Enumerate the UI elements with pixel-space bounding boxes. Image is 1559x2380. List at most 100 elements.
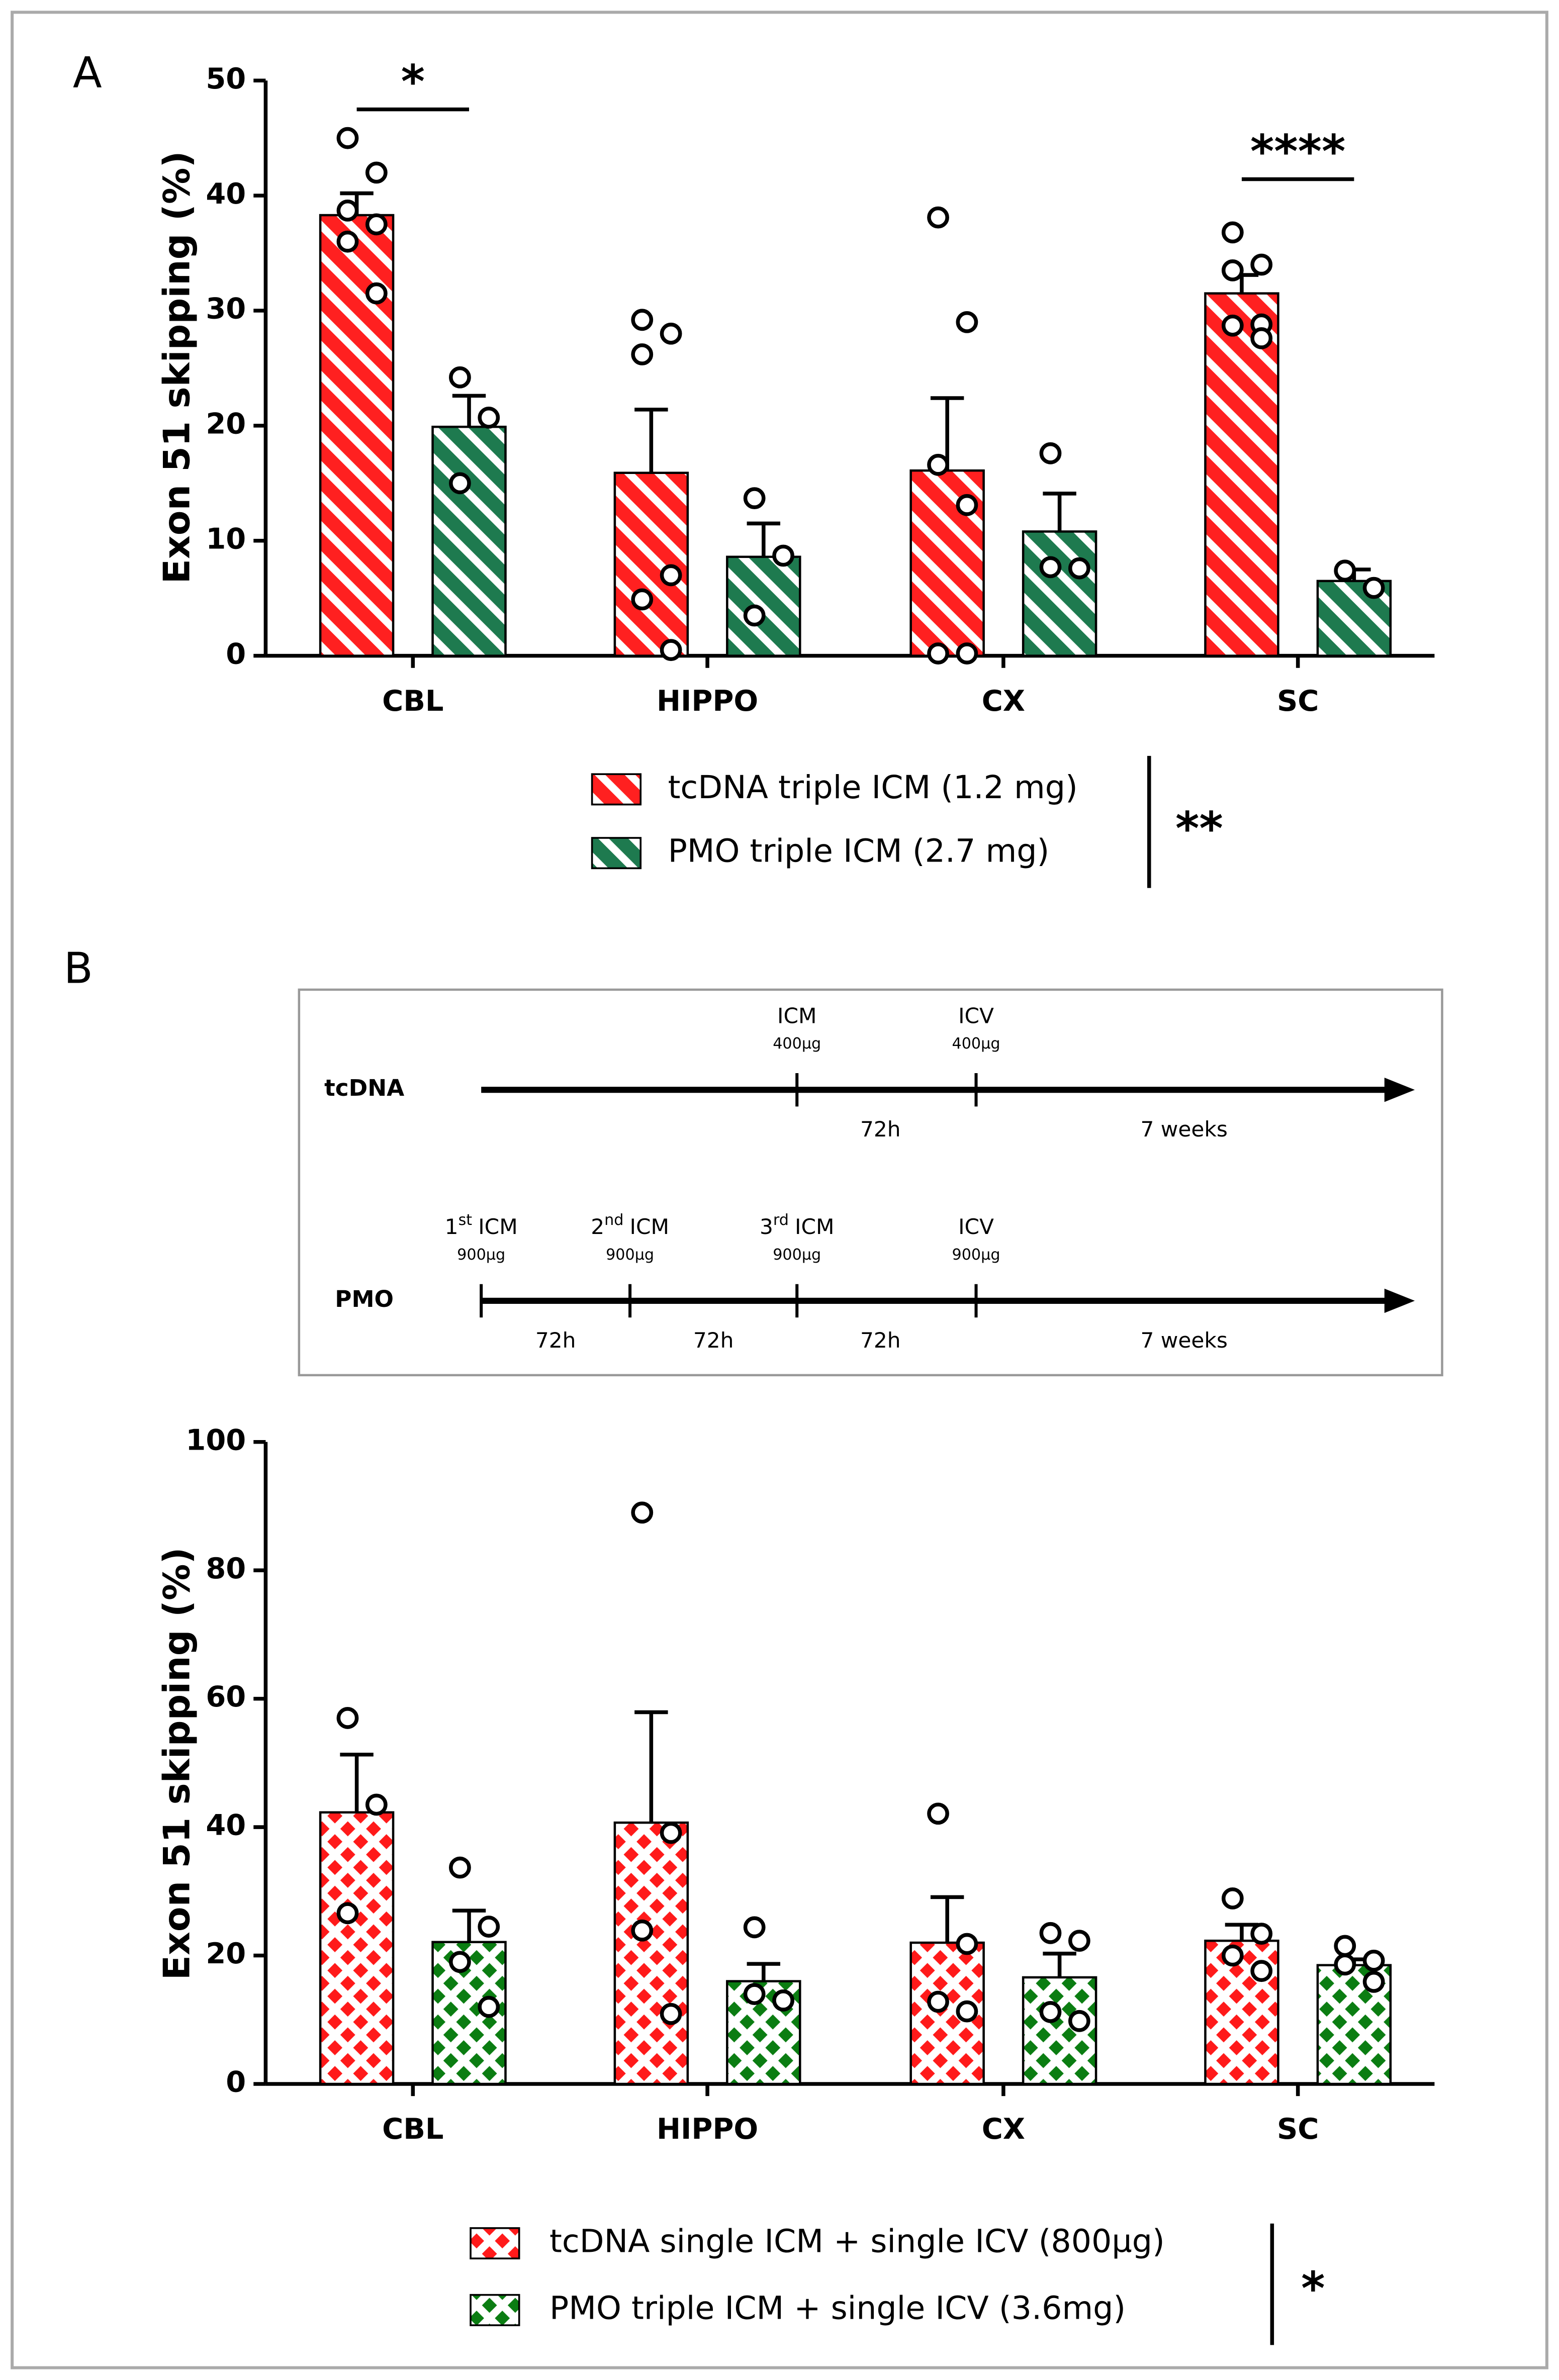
data-point xyxy=(365,1793,388,1816)
bar xyxy=(1022,1976,1097,2085)
data-point xyxy=(956,2000,978,2023)
y-tick-label: 10 xyxy=(206,522,246,555)
timeline-event: 2nd ICM xyxy=(591,1211,669,1239)
data-point xyxy=(1221,259,1244,281)
bar xyxy=(431,425,507,657)
data-point xyxy=(660,564,682,587)
data-point xyxy=(660,2003,682,2025)
data-point xyxy=(1039,2001,1062,2023)
data-point xyxy=(660,322,682,345)
data-point xyxy=(1068,1930,1090,1952)
y-tick-label: 0 xyxy=(226,637,246,671)
data-point xyxy=(336,230,359,253)
bar xyxy=(726,555,801,657)
timeline-event: 3rd ICM xyxy=(760,1211,834,1239)
event-ordinal: 3 xyxy=(760,1214,773,1239)
bar xyxy=(319,214,395,657)
data-point xyxy=(743,604,766,627)
data-point xyxy=(478,1995,500,2018)
timeline-row-label: PMO xyxy=(335,1286,394,1312)
data-point xyxy=(1334,1953,1356,1976)
legend-label: PMO triple ICM (2.7 mg) xyxy=(668,832,1050,870)
data-point xyxy=(743,1983,766,2006)
timeline-interval: 72h xyxy=(535,1328,576,1353)
data-point xyxy=(365,282,388,305)
data-point xyxy=(743,487,766,509)
event-label: ICV xyxy=(958,1214,994,1239)
data-point xyxy=(743,1916,766,1939)
y-tick-label: 40 xyxy=(206,1808,246,1842)
event-label: ICM xyxy=(629,1214,669,1239)
data-point xyxy=(336,1707,359,1729)
x-tick-label: HIPPO xyxy=(657,2112,758,2146)
data-point xyxy=(1362,1949,1385,1972)
frame xyxy=(11,11,1548,2369)
data-point xyxy=(365,161,388,184)
data-point xyxy=(1039,1922,1062,1944)
data-point xyxy=(1362,1970,1385,1993)
data-point xyxy=(1221,1944,1244,1967)
data-point xyxy=(478,406,500,429)
data-point xyxy=(449,472,471,495)
significance-label: * xyxy=(401,56,425,109)
bar xyxy=(613,1821,689,2085)
x-tick-label: CBL xyxy=(382,684,443,718)
y-tick-label: 100 xyxy=(186,1423,246,1457)
y-tick-label: 20 xyxy=(206,407,246,441)
data-point xyxy=(1250,327,1273,349)
timeline-event: ICV xyxy=(958,1214,994,1239)
data-point xyxy=(631,343,654,365)
data-point xyxy=(1039,442,1062,464)
legend-swatch xyxy=(591,837,642,870)
event-label: ICM xyxy=(795,1214,834,1239)
data-point xyxy=(365,213,388,236)
data-point xyxy=(927,206,949,229)
event-ordinal: 2 xyxy=(591,1214,604,1239)
y-tick-label: 80 xyxy=(206,1552,246,1585)
legend-swatch xyxy=(470,2294,520,2326)
data-point xyxy=(1039,556,1062,579)
data-point xyxy=(631,1501,654,1524)
timeline-interval: 72h xyxy=(860,1328,901,1353)
event-suffix: nd xyxy=(604,1211,623,1228)
timeline-dose: 900µg xyxy=(952,1246,1000,1264)
timeline-dose: 400µg xyxy=(952,1035,1000,1053)
data-point xyxy=(927,453,949,476)
x-tick-label: SC xyxy=(1277,2112,1319,2146)
timeline-interval: 7 weeks xyxy=(1140,1328,1227,1353)
timeline-dose: 900µg xyxy=(773,1246,821,1264)
data-point xyxy=(336,127,359,149)
data-point xyxy=(927,1990,949,2013)
data-point xyxy=(1068,2010,1090,2032)
legend-label: tcDNA triple ICM (1.2 mg) xyxy=(668,769,1078,806)
data-point xyxy=(1362,577,1385,599)
event-ordinal: 1 xyxy=(445,1214,458,1239)
data-point xyxy=(449,1856,471,1879)
timeline-interval: 7 weeks xyxy=(1140,1117,1227,1141)
x-tick-label: CX xyxy=(982,684,1025,718)
x-tick-label: SC xyxy=(1277,684,1319,718)
panel-letter: B xyxy=(64,944,93,993)
y-tick-label: 50 xyxy=(206,62,246,96)
bar xyxy=(319,1811,395,2085)
event-suffix: st xyxy=(458,1211,473,1228)
panel-letter: A xyxy=(73,48,102,98)
timeline-event: 1st ICM xyxy=(445,1211,518,1239)
legend-significance: ** xyxy=(1175,803,1223,855)
event-label: ICM xyxy=(478,1214,517,1239)
data-point xyxy=(956,494,978,516)
x-tick-label: CX xyxy=(982,2112,1025,2146)
bar xyxy=(613,471,689,657)
data-point xyxy=(1250,253,1273,276)
data-point xyxy=(1221,221,1244,244)
data-point xyxy=(927,642,949,664)
event-suffix: rd xyxy=(773,1211,789,1228)
event-label: ICM xyxy=(777,1003,816,1028)
data-point xyxy=(1221,314,1244,337)
x-tick-label: CBL xyxy=(382,2112,443,2146)
legend-swatch xyxy=(591,773,642,806)
significance-label: **** xyxy=(1250,126,1345,178)
data-point xyxy=(1221,1887,1244,1910)
